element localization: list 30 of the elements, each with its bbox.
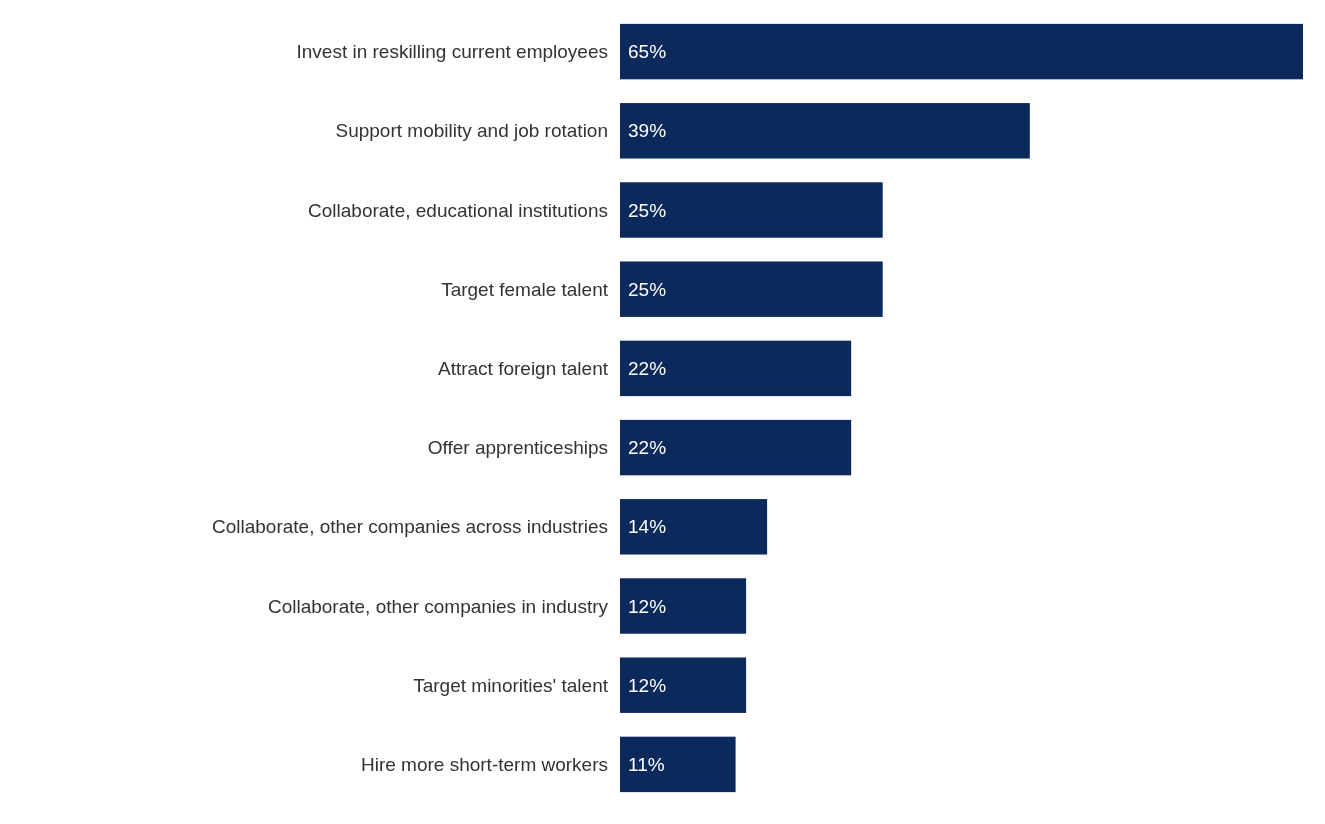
bar [620,23,1303,80]
bar [620,419,852,476]
data-label: 39% [628,120,667,142]
bar [620,578,747,634]
bar [620,340,852,397]
data-label: 22% [628,358,667,380]
y-tick-label: Target minorities' talent [413,674,609,696]
bar [620,261,883,317]
y-tick-label: Collaborate, educational institutions [308,199,608,221]
data-label: 25% [628,278,667,300]
y-tick-label: Offer apprenticeships [427,437,608,459]
y-tick-label: Support mobility and job rotation [335,120,608,142]
data-label: 12% [628,595,667,617]
y-tick-label: Hire more short-term workers [360,754,608,776]
bar [620,657,747,713]
bar [620,499,768,555]
y-tick-label: Collaborate, other companies in industry [267,595,609,617]
y-tick-label: Collaborate, other companies across industries [211,516,608,538]
y-tick-label: Attract foreign talent [437,358,609,380]
data-label: 14% [628,516,667,538]
data-label: 22% [628,437,667,459]
bar [620,103,1030,159]
y-tick-label: Target female talent [441,278,609,300]
data-label: 65% [628,41,667,63]
y-tick-label: Invest in reskilling current employees [296,41,608,63]
data-label: 11% [628,754,665,776]
bar [620,736,736,793]
data-label: 12% [628,674,667,696]
data-label: 25% [628,199,667,221]
bar [620,182,883,238]
